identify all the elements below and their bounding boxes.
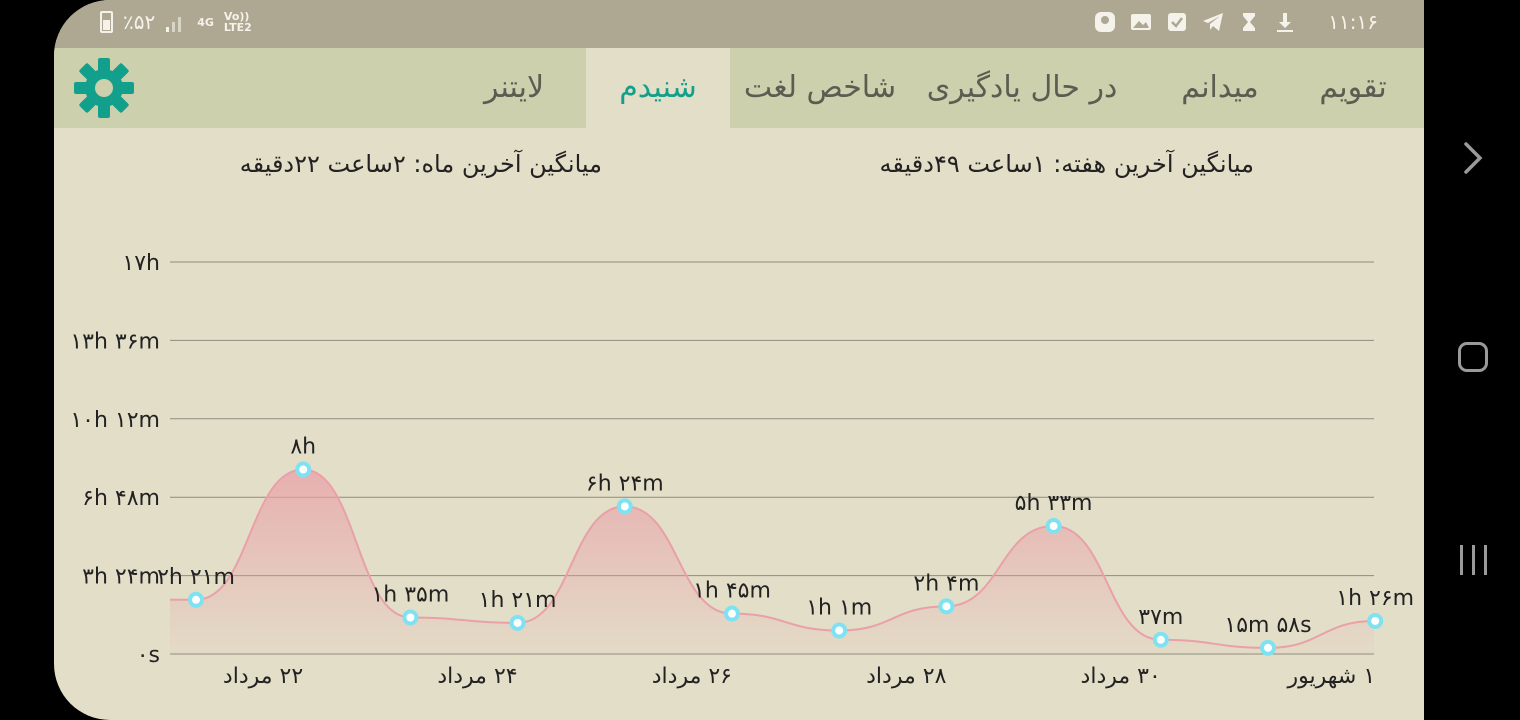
data-label: ۲h ۲۱m xyxy=(157,565,235,590)
data-label: ۱h ۴۵m xyxy=(693,579,771,604)
data-point-center xyxy=(835,626,844,635)
status-bar: ٪۵۲ 4G Vo)) LTE2 ۱۱:۱۶ xyxy=(54,0,1424,48)
hourglass-icon xyxy=(1243,13,1256,31)
y-tick-label: ۱۳h ۳۶m xyxy=(70,329,160,354)
chart-x-labels: ۲۲ مرداد ۲۴ مرداد ۲۶ مرداد ۲۸ مرداد ۳۰ مرداد… xyxy=(223,664,1375,689)
y-tick-label: ۰s xyxy=(137,643,160,668)
data-label: ۱۵m ۵۸s xyxy=(1224,613,1311,638)
data-point-center xyxy=(1156,635,1165,644)
data-label: ۳۷m xyxy=(1138,605,1183,630)
status-time: ۱۱:۱۶ xyxy=(1328,10,1378,34)
check-icon xyxy=(1168,13,1187,31)
chart-points: ۲h ۲۱m ۸h ۱h ۳۵m ۱h ۲۱m ۶h ۲۴m ۱h ۴۵m ۱h ۱m ۲h … xyxy=(157,435,1414,656)
tab-known[interactable]: میدانم xyxy=(1150,48,1290,128)
lte-text: LTE2 xyxy=(223,21,252,34)
status-left: ٪۵۲ 4G Vo)) LTE2 xyxy=(100,10,252,34)
area-fill xyxy=(170,469,1376,654)
y-tick-label: ۳h ۲۴m xyxy=(82,565,160,590)
data-point-center xyxy=(1264,643,1272,652)
usage-chart: ۰s ۳h ۲۴m ۶h ۴۸m ۱۰h ۱۲m ۱۳h ۳۶m ۱۷h ۲h ۲۱m ۸h… xyxy=(70,251,1414,689)
tab-word-index[interactable]: شاخص لغت xyxy=(730,48,910,128)
tab-learning[interactable]: در حال یادگیری xyxy=(912,48,1132,128)
data-point-center xyxy=(728,609,736,618)
y-tick-label: ۶h ۴۸m xyxy=(82,486,160,511)
app-screen: ٪۵۲ 4G Vo)) LTE2 ۱۱:۱۶ تقویم میدانم در ح… xyxy=(54,0,1424,720)
data-point-center xyxy=(513,618,522,627)
x-tick-label: ۱ شهریور xyxy=(1287,664,1376,689)
home-button-icon[interactable] xyxy=(1458,342,1488,372)
tab-label: لایتنر xyxy=(483,70,545,105)
data-point-center xyxy=(1371,616,1380,625)
tab-calendar[interactable]: تقویم xyxy=(1288,48,1418,128)
data-point-center xyxy=(620,502,629,511)
data-label: ۱h ۲۱m xyxy=(479,588,557,613)
data-label: ۱h ۱m xyxy=(806,596,872,621)
volte-indicator: Vo)) LTE2 xyxy=(224,11,252,33)
x-tick-label: ۲۶ مرداد xyxy=(652,664,732,689)
tab-label: شنیدم xyxy=(619,70,697,105)
data-label: ۸h xyxy=(290,435,316,460)
y-tick-label: ۱۷h xyxy=(122,251,160,276)
data-label: ۲h ۴m xyxy=(913,571,979,596)
data-label: ۶h ۲۴m xyxy=(586,471,664,496)
tab-label: تقویم xyxy=(1319,70,1387,105)
recent-apps-icon[interactable] xyxy=(1457,545,1491,575)
gear-icon[interactable] xyxy=(74,58,134,118)
network-type: 4G xyxy=(197,15,214,29)
data-point-center xyxy=(192,595,200,604)
y-tick-label: ۱۰h ۱۲m xyxy=(70,408,160,433)
monthly-average: میانگین آخرین ماه: ۲ساعت ۲۲دقیقه xyxy=(239,150,602,178)
battery-text: ٪۵۲ xyxy=(123,10,156,34)
tab-heard[interactable]: شنیدم xyxy=(586,48,730,128)
data-label: ۱h ۲۶m xyxy=(1336,586,1414,611)
x-tick-label: ۲۸ مرداد xyxy=(866,664,946,689)
data-point-center xyxy=(406,613,415,622)
data-label: ۵h ۳۳m xyxy=(1015,491,1093,516)
chevron-right-icon[interactable] xyxy=(1458,136,1488,180)
data-point-center xyxy=(1049,522,1058,531)
tab-label: در حال یادگیری xyxy=(926,70,1118,105)
x-tick-label: ۲۴ مرداد xyxy=(437,664,517,689)
app-notification-icon xyxy=(1095,12,1116,32)
battery-icon xyxy=(100,11,113,33)
x-tick-label: ۳۰ مرداد xyxy=(1081,664,1161,689)
image-icon xyxy=(1131,14,1152,30)
x-tick-label: ۲۲ مرداد xyxy=(223,664,303,689)
data-label: ۱h ۳۵m xyxy=(371,582,449,607)
data-point-center xyxy=(942,602,951,611)
tab-bar: تقویم میدانم در حال یادگیری شاخص لغت شنی… xyxy=(54,48,1424,128)
telegram-icon xyxy=(1203,13,1224,31)
download-icon xyxy=(1277,13,1294,32)
volte-text: Vo)) xyxy=(223,10,250,23)
tab-leitner[interactable]: لایتنر xyxy=(454,48,574,128)
tab-label: شاخص لغت xyxy=(743,70,897,105)
weekly-average: میانگین آخرین هفته: ۱ساعت ۴۹دقیقه xyxy=(879,150,1254,178)
data-point-center xyxy=(299,465,308,474)
tab-label: میدانم xyxy=(1181,70,1259,105)
status-right: ۱۱:۱۶ xyxy=(1094,10,1378,34)
signal-icon xyxy=(166,17,182,32)
